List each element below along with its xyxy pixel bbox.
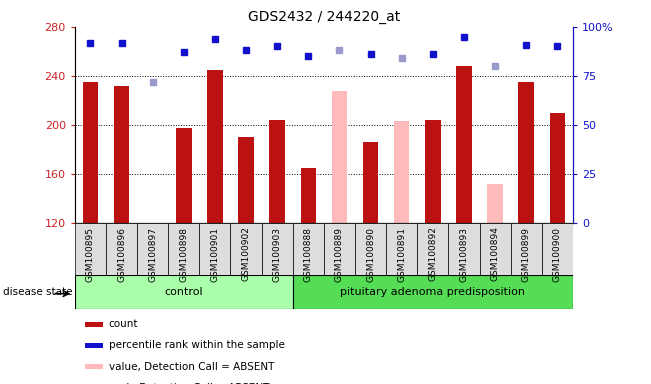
Bar bbox=[363, 142, 378, 223]
Bar bbox=[176, 129, 191, 223]
Text: GSM100889: GSM100889 bbox=[335, 227, 344, 281]
Bar bbox=[83, 82, 98, 223]
Bar bbox=[386, 223, 417, 275]
Bar bbox=[324, 223, 355, 275]
Bar bbox=[114, 86, 130, 223]
Title: GDS2432 / 244220_at: GDS2432 / 244220_at bbox=[248, 10, 400, 25]
Bar bbox=[207, 70, 223, 223]
Text: rank, Detection Call = ABSENT: rank, Detection Call = ABSENT bbox=[109, 383, 269, 384]
Text: GSM100894: GSM100894 bbox=[491, 227, 499, 281]
Bar bbox=[85, 343, 103, 348]
Bar bbox=[137, 223, 168, 275]
Bar bbox=[199, 223, 230, 275]
Text: control: control bbox=[165, 287, 203, 297]
Bar bbox=[301, 168, 316, 223]
Text: GSM100902: GSM100902 bbox=[242, 227, 251, 281]
Bar bbox=[270, 120, 285, 223]
Text: GSM100890: GSM100890 bbox=[366, 227, 375, 281]
Bar bbox=[355, 223, 386, 275]
Bar bbox=[106, 223, 137, 275]
Bar bbox=[331, 91, 347, 223]
Bar bbox=[425, 120, 441, 223]
Text: GSM100888: GSM100888 bbox=[304, 227, 313, 281]
Bar bbox=[230, 223, 262, 275]
Text: GSM100891: GSM100891 bbox=[397, 227, 406, 281]
Bar bbox=[168, 223, 199, 275]
Bar bbox=[542, 223, 573, 275]
Bar bbox=[293, 275, 573, 309]
Text: GSM100895: GSM100895 bbox=[86, 227, 95, 281]
Bar bbox=[549, 113, 565, 223]
Bar bbox=[293, 223, 324, 275]
Bar bbox=[238, 137, 254, 223]
Text: GSM100896: GSM100896 bbox=[117, 227, 126, 281]
Text: GSM100903: GSM100903 bbox=[273, 227, 282, 281]
Bar bbox=[75, 275, 293, 309]
Text: GSM100898: GSM100898 bbox=[179, 227, 188, 281]
Bar bbox=[510, 223, 542, 275]
Text: GSM100900: GSM100900 bbox=[553, 227, 562, 281]
Text: value, Detection Call = ABSENT: value, Detection Call = ABSENT bbox=[109, 362, 274, 372]
Text: count: count bbox=[109, 319, 138, 329]
Bar bbox=[417, 223, 449, 275]
Bar bbox=[85, 322, 103, 327]
Bar bbox=[488, 184, 503, 223]
Text: percentile rank within the sample: percentile rank within the sample bbox=[109, 341, 284, 351]
Bar bbox=[394, 121, 409, 223]
Text: GSM100893: GSM100893 bbox=[460, 227, 469, 281]
Bar bbox=[75, 223, 106, 275]
Text: GSM100901: GSM100901 bbox=[210, 227, 219, 281]
Text: GSM100897: GSM100897 bbox=[148, 227, 157, 281]
Bar bbox=[518, 82, 534, 223]
Bar bbox=[480, 223, 510, 275]
Bar bbox=[456, 66, 472, 223]
Bar bbox=[85, 364, 103, 369]
Text: pituitary adenoma predisposition: pituitary adenoma predisposition bbox=[340, 287, 525, 297]
Text: GSM100899: GSM100899 bbox=[521, 227, 531, 281]
Text: disease state: disease state bbox=[3, 287, 73, 297]
Bar bbox=[262, 223, 293, 275]
Bar bbox=[449, 223, 480, 275]
Text: GSM100892: GSM100892 bbox=[428, 227, 437, 281]
